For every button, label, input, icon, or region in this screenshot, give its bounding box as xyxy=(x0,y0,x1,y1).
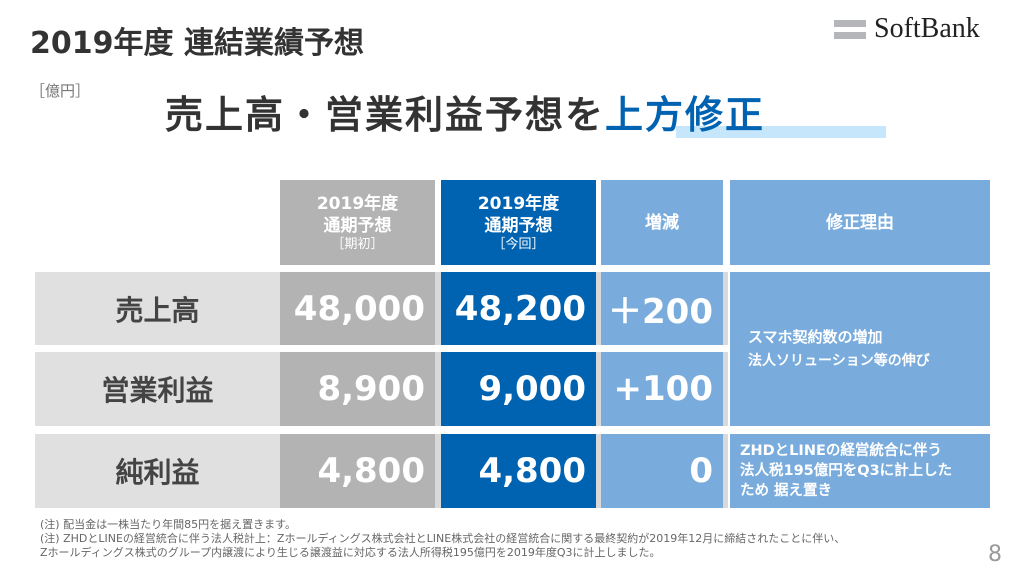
unit-label: ［億円］ xyxy=(30,82,91,100)
footnote: Zホールディングス株式のグループ内譲渡により生じる譲渡益に対応する法人所得税19… xyxy=(40,546,661,559)
headline-prefix: 売上高・営業利益予想を xyxy=(165,93,606,137)
logo-bars-icon xyxy=(834,19,866,39)
reason-line: 法人税195億円をQ3に計上した xyxy=(740,463,953,479)
header-initial-line1: 2019年度 xyxy=(316,193,399,214)
operating-income-change: +100 xyxy=(601,352,723,426)
row-label-net-income: 純利益 xyxy=(35,434,280,508)
footnotes: (注) 配当金は一株当たり年間85円を据え置きます。 (注) ZHDとLINEの… xyxy=(40,518,845,560)
headline: 売上高・営業利益予想を上方修正 xyxy=(165,84,765,139)
header-reason: 修正理由 xyxy=(730,180,990,265)
reason-line: ZHDとLINEの経営統合に伴う xyxy=(740,443,942,459)
reason-line: 法人ソリューション等の伸び xyxy=(748,353,930,369)
operating-income-current: 9,000 xyxy=(441,352,596,426)
revenue-change: ＋200 xyxy=(601,272,723,345)
net-income-current: 4,800 xyxy=(441,434,596,508)
reason-line: スマホ契約数の増加 xyxy=(748,328,883,346)
header-initial-line2: 通期予想 xyxy=(323,215,392,236)
reason-revenue-operating: スマホ契約数の増加 法人ソリューション等の伸び xyxy=(730,272,990,426)
separator xyxy=(596,272,601,345)
footnote: (注) 配当金は一株当たり年間85円を据え置きます。 xyxy=(40,518,296,531)
header-reason-label: 修正理由 xyxy=(826,212,894,233)
separator xyxy=(723,434,728,508)
header-current-line1: 2019年度 xyxy=(477,193,560,214)
header-current-line2: 通期予想 xyxy=(484,215,553,236)
headline-accent: 上方修正 xyxy=(605,93,766,137)
softbank-logo: SoftBank xyxy=(834,13,980,44)
header-initial-line3: ［期初］ xyxy=(331,236,384,252)
footnote: (注) ZHDとLINEの経営統合に伴う法人税計上：Zホールディングス株式会社と… xyxy=(40,532,846,545)
net-income-initial: 4,800 xyxy=(280,434,435,508)
page-number: 8 xyxy=(988,542,1002,567)
row-label-operating-income: 営業利益 xyxy=(35,352,280,426)
revenue-initial: 48,000 xyxy=(280,272,435,345)
separator xyxy=(596,352,601,426)
header-change-label: 増減 xyxy=(645,212,679,233)
separator xyxy=(435,272,441,345)
header-initial-forecast: 2019年度 通期予想 ［期初］ xyxy=(280,180,435,265)
separator xyxy=(435,434,441,508)
separator xyxy=(723,272,728,345)
separator xyxy=(435,352,441,426)
row-label-revenue: 売上高 xyxy=(35,272,280,345)
operating-income-initial: 8,900 xyxy=(280,352,435,426)
header-current-line3: ［今回］ xyxy=(492,236,545,252)
page-title: 2019年度 連結業績予想 xyxy=(30,26,364,61)
headline-highlight xyxy=(676,126,886,138)
separator xyxy=(723,352,728,426)
net-income-change: 0 xyxy=(601,434,723,508)
logo-text: SoftBank xyxy=(874,13,980,44)
reason-net-income: ZHDとLINEの経営統合に伴う 法人税195億円をQ3に計上した ため 据え置… xyxy=(730,434,990,508)
header-change: 増減 xyxy=(601,180,723,265)
separator xyxy=(596,434,601,508)
revenue-current: 48,200 xyxy=(441,272,596,345)
header-current-forecast: 2019年度 通期予想 ［今回］ xyxy=(441,180,596,265)
reason-line: ため 据え置き xyxy=(740,483,833,499)
